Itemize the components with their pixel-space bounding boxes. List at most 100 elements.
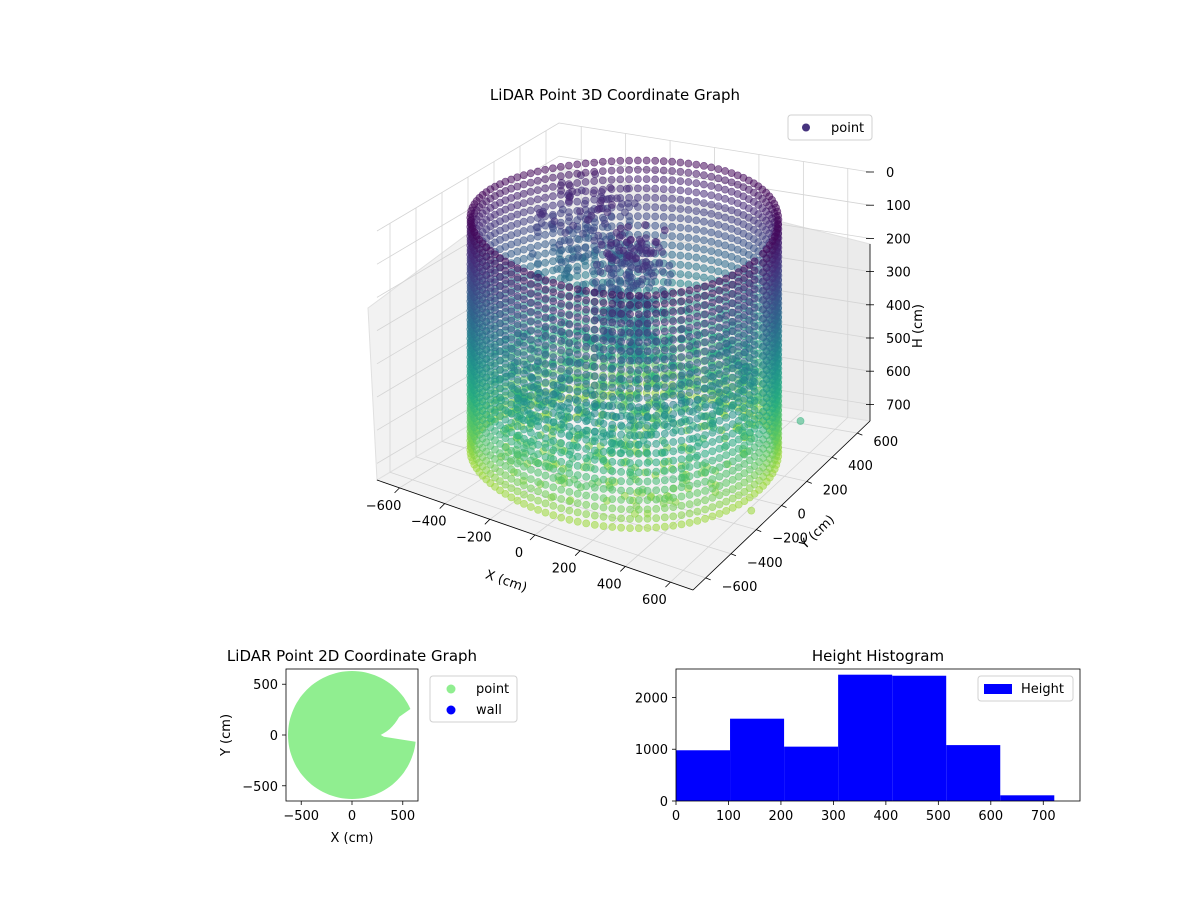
point-marker [573, 341, 582, 349]
point-marker [728, 457, 737, 466]
point-marker [668, 167, 676, 175]
point-marker [513, 422, 522, 431]
point-marker [533, 176, 542, 185]
point-marker [590, 409, 599, 418]
point-marker [582, 305, 591, 314]
point-marker [605, 232, 614, 241]
point-marker [634, 212, 642, 221]
point-marker [669, 373, 678, 381]
point-marker [565, 329, 574, 338]
point-marker [715, 398, 724, 407]
point-marker [643, 477, 652, 486]
point-marker [701, 301, 709, 309]
point-marker [520, 416, 528, 425]
point-marker [526, 178, 535, 187]
point-marker [728, 392, 737, 401]
point-marker [734, 454, 743, 462]
point-marker [693, 433, 702, 442]
point-marker [651, 175, 660, 184]
point-marker [721, 222, 729, 231]
point-marker [708, 363, 717, 372]
x-tick-label: −200 [456, 530, 492, 545]
point-marker [501, 331, 510, 340]
point-marker [651, 184, 660, 193]
point-marker [541, 240, 550, 249]
point-marker [616, 224, 625, 233]
point-marker [701, 431, 709, 439]
point-marker [549, 418, 558, 427]
point-marker [565, 460, 574, 468]
point-marker [685, 286, 694, 295]
point-marker [734, 379, 743, 388]
point-marker [520, 323, 528, 332]
point-marker [637, 237, 645, 246]
point-marker [660, 429, 669, 438]
point-marker [534, 329, 542, 338]
point-marker [608, 337, 617, 345]
point-marker [740, 469, 749, 478]
point-marker [519, 227, 528, 235]
point-marker [700, 245, 708, 254]
point-marker [677, 288, 686, 296]
point-marker [608, 476, 617, 485]
point-marker [573, 517, 582, 526]
histogram-x-tick-label: 100 [716, 809, 741, 824]
point-marker [526, 187, 535, 196]
point-marker [643, 412, 652, 421]
point-marker [693, 331, 702, 339]
point-marker [728, 290, 737, 298]
point-marker [669, 335, 678, 344]
point-marker [520, 276, 528, 285]
point-marker [565, 469, 574, 478]
point-marker [549, 446, 558, 455]
point-marker [677, 334, 686, 343]
point-marker [541, 480, 550, 489]
point-marker [513, 431, 522, 440]
z-axis-label: H (cm) [911, 304, 926, 348]
y-tick-mark [806, 480, 812, 484]
y-tick-mark [705, 577, 711, 581]
point-marker [643, 393, 652, 402]
point-marker [534, 478, 542, 486]
point-marker [740, 413, 749, 422]
point-marker [634, 221, 642, 230]
point-marker [599, 410, 608, 419]
point-marker [507, 400, 516, 409]
point-marker [721, 250, 729, 259]
point-marker [676, 251, 685, 260]
point-marker [590, 353, 599, 362]
point-marker [684, 196, 693, 205]
point-marker [715, 491, 724, 500]
point-marker [740, 459, 749, 468]
point-marker [759, 295, 767, 304]
point-marker [745, 344, 754, 353]
point-marker [660, 522, 669, 531]
point-marker [700, 189, 708, 198]
point-marker [582, 491, 591, 500]
point-marker [557, 476, 566, 485]
point-marker [598, 157, 607, 166]
point-marker [565, 422, 574, 431]
point-marker [507, 335, 516, 344]
point-marker [740, 301, 749, 310]
point-marker [652, 430, 661, 439]
point-marker [722, 395, 731, 404]
point-marker [496, 467, 504, 476]
z-tick-label: 500 [886, 332, 911, 347]
point-marker [549, 511, 558, 520]
point-marker [581, 168, 590, 177]
point-marker [734, 268, 743, 277]
point-marker [669, 307, 678, 316]
point-marker [659, 157, 668, 166]
point-marker [728, 271, 737, 280]
point-marker [541, 397, 550, 405]
point-marker [634, 384, 643, 393]
point-marker [734, 398, 743, 407]
point-marker [534, 301, 542, 310]
point-marker [513, 459, 522, 468]
point-marker [668, 232, 676, 240]
point-marker [617, 337, 625, 346]
point-marker [759, 249, 767, 258]
point-marker [501, 266, 510, 275]
point-marker [527, 298, 535, 307]
